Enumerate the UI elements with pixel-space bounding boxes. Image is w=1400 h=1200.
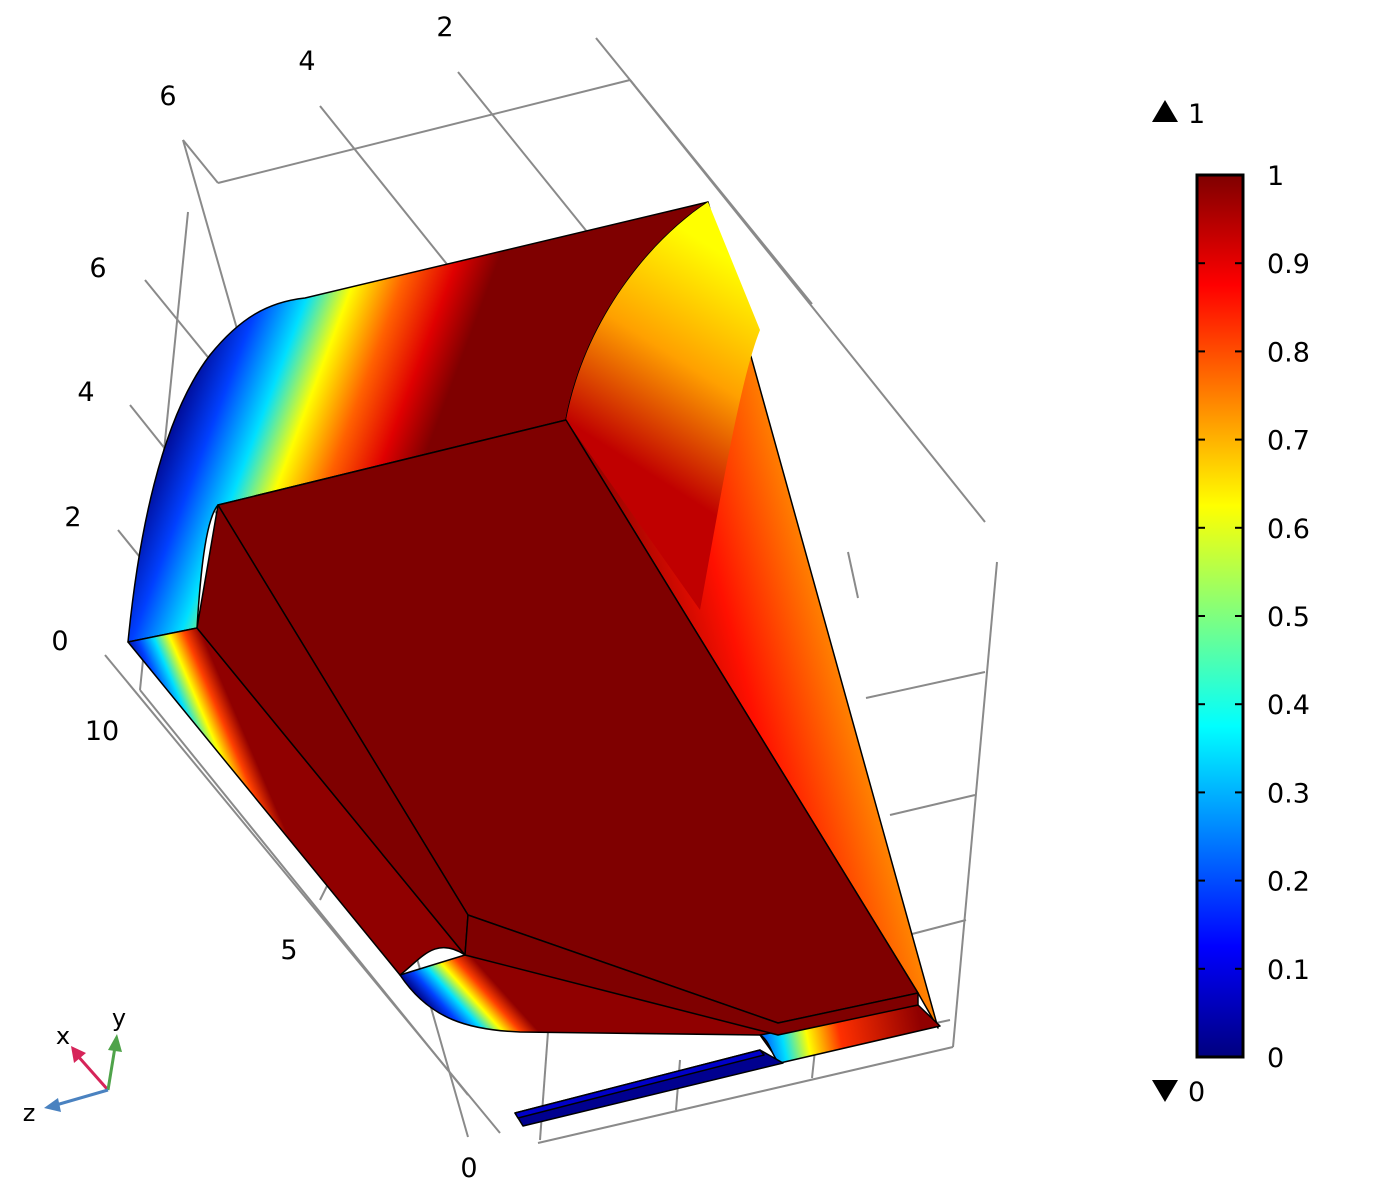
tick-label-a: 2 <box>436 12 453 43</box>
colorbar-tick-label: 0.5 <box>1267 602 1310 633</box>
colorbar-tick-label: 0.6 <box>1267 514 1310 545</box>
axis-a-tick-labels: 2 4 6 <box>159 12 453 112</box>
colorbar-tick-label: 0.9 <box>1267 249 1310 280</box>
axis-c-tick-labels: 10 5 0 <box>85 716 478 1184</box>
triad-x-label: x <box>56 1022 70 1050</box>
tick-label-b: 2 <box>64 502 81 533</box>
tick-label-c: 0 <box>460 1153 477 1184</box>
colorbar-tick-label: 0.1 <box>1267 955 1310 986</box>
colorbar-tick-label: 0.3 <box>1267 778 1310 809</box>
tick-label-b: 6 <box>89 253 106 284</box>
surface-bar-top <box>514 1049 765 1119</box>
colorbar-tick-label: 1 <box>1267 161 1284 192</box>
colorbar: 1 0.9 0.8 0.7 0.6 0.5 0.4 0.3 0.2 0.1 0 1 0 <box>1152 99 1310 1108</box>
colorbar-tick-label: 0.7 <box>1267 426 1310 457</box>
triad-z-arrowhead <box>44 1098 61 1112</box>
tick-label-b: 0 <box>51 626 68 657</box>
surface-front-face <box>464 914 919 1036</box>
tick-label-c: 10 <box>85 716 119 747</box>
surface-right-top <box>566 202 760 610</box>
surface-tail-strip <box>759 1004 941 1064</box>
triad-z-arrow <box>55 1088 109 1107</box>
triad-x-arrowhead <box>71 1046 86 1063</box>
triad-z-label: z <box>23 1099 36 1127</box>
triad-y-arrow <box>106 1046 117 1091</box>
tick-label-a: 6 <box>159 81 176 112</box>
colorbar-tick-label: 0.2 <box>1267 867 1310 898</box>
triad-x-arrow <box>75 1054 110 1091</box>
max-indicator-icon <box>1152 100 1178 122</box>
triad-y-label: y <box>112 1004 126 1032</box>
tick-label-b: 4 <box>77 377 94 408</box>
triad-y-arrowhead <box>108 1034 122 1052</box>
max-indicator-label: 1 <box>1188 99 1205 130</box>
colorbar-tick-label: 0.8 <box>1267 337 1310 368</box>
colorbar-tick-label: 0.4 <box>1267 690 1310 721</box>
axis-triad: x y z <box>23 1004 126 1127</box>
tick-label-a: 4 <box>298 46 315 77</box>
min-indicator-label: 0 <box>1188 1077 1205 1108</box>
colorbar-ticks: 1 0.9 0.8 0.7 0.6 0.5 0.4 0.3 0.2 0.1 0 <box>1197 161 1310 1074</box>
min-indicator-icon <box>1152 1080 1178 1102</box>
axis-b-tick-labels: 6 4 2 0 <box>51 253 106 657</box>
surface-solid <box>127 201 941 1127</box>
tick-label-c: 5 <box>280 935 297 966</box>
colorbar-tick-label: 0 <box>1267 1043 1284 1074</box>
surface-bar <box>514 1049 784 1127</box>
